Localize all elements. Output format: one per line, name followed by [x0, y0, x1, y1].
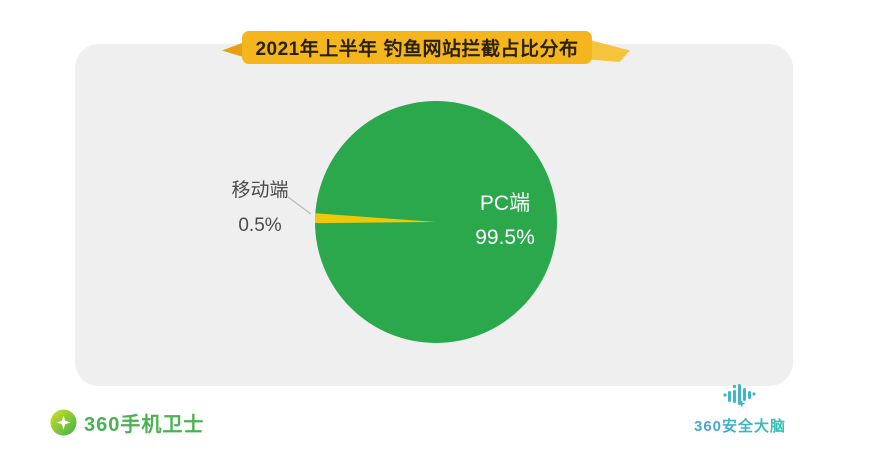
mobile-slice-name: 移动端 [231, 180, 289, 201]
pie-chart [287, 101, 557, 343]
brand-left-text: 360手机卫士 [84, 414, 205, 436]
mobile-slice-value: 0.5% [238, 215, 282, 236]
pc-slice-name: PC端 [479, 192, 531, 215]
pc-slice-label: PC端 99.5% [440, 191, 570, 251]
360-security-brain-soundwave-icon [723, 384, 756, 407]
leader-line [287, 196, 312, 215]
pc-slice-value: 99.5% [475, 226, 535, 249]
mobile-slice-label: 移动端 0.5% [205, 179, 315, 238]
brand-360-security-brain: 360安全大脑 [688, 381, 792, 436]
pie-slice-mobile [314, 213, 436, 224]
brand-360-mobile-guard: 360手机卫士 [50, 408, 204, 437]
360-mobile-guard-shield-icon [50, 409, 77, 436]
chart-title: 2021年上半年 钓鱼网站拦截占比分布 [255, 39, 579, 60]
brand-right-text: 360安全大脑 [694, 415, 786, 436]
chart-title-banner: 2021年上半年 钓鱼网站拦截占比分布 [242, 31, 592, 64]
